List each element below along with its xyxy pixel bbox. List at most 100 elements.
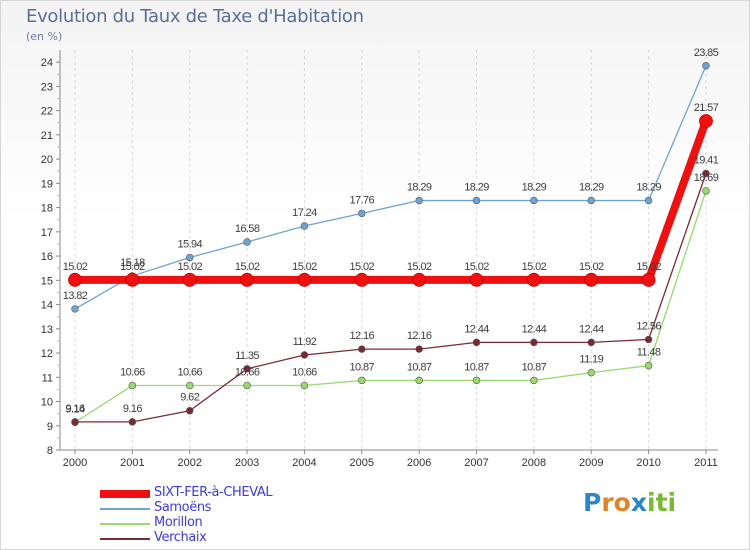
data-label: 10.87 [407, 361, 432, 373]
legend-label: SIXT-FER-à-CHEVAL [154, 485, 273, 500]
data-point [243, 365, 251, 373]
data-label: 15.02 [350, 261, 375, 273]
data-label: 12.16 [407, 330, 432, 342]
chart-title: Evolution du Taux de Taxe d'Habitation [26, 6, 364, 27]
x-tick-label-2003: 2003 [235, 457, 259, 469]
data-label: 17.24 [292, 207, 317, 219]
proxiti-logo: Proxiti [583, 488, 676, 517]
data-point [243, 238, 251, 246]
data-point [587, 368, 595, 377]
y-tick-label: 15 [41, 275, 53, 287]
legend-swatch [100, 490, 150, 498]
y-tick-label: 13 [41, 324, 53, 336]
data-label: 21.57 [694, 102, 719, 114]
data-label: 17.76 [350, 194, 375, 206]
data-point [472, 376, 481, 385]
data-label: 11.19 [579, 354, 603, 366]
logo-letter: i [667, 488, 677, 517]
logo-letter: o [613, 488, 631, 517]
data-point [415, 376, 423, 385]
legend-swatch [100, 538, 150, 540]
legend-label: Samoëns [154, 500, 212, 515]
y-tick-label: 16 [41, 251, 53, 263]
legend-label: Morillon [154, 515, 203, 530]
data-point [358, 345, 366, 353]
data-point [240, 272, 254, 287]
data-label: 15.02 [63, 261, 88, 273]
data-point [469, 272, 484, 287]
legend-swatch [100, 508, 150, 510]
data-point [243, 381, 251, 390]
data-label: 11.35 [235, 350, 259, 362]
data-point [358, 376, 366, 385]
data-point [68, 272, 82, 287]
data-label: 9.16 [65, 403, 84, 415]
y-tick-label: 24 [41, 57, 53, 69]
data-label: 10.87 [522, 361, 547, 373]
x-tick-label-2004: 2004 [292, 457, 316, 469]
logo-letter: t [655, 488, 668, 517]
logo-letter: x [630, 488, 647, 517]
x-tick-label-2005: 2005 [350, 457, 374, 469]
y-tick-label: 9 [47, 421, 53, 433]
data-label: 18.29 [522, 182, 547, 194]
data-point [125, 272, 140, 287]
data-point [584, 272, 599, 287]
data-point [702, 187, 710, 195]
y-tick-label: 17 [41, 227, 53, 239]
data-point [644, 196, 653, 205]
data-label: 15.02 [636, 261, 661, 273]
x-tick-label-2006: 2006 [407, 457, 431, 469]
data-label: 12.44 [579, 323, 604, 335]
data-label: 15.02 [292, 261, 317, 273]
data-point [699, 114, 713, 128]
data-point [526, 272, 541, 287]
chart-subtitle: (en %) [26, 30, 63, 43]
data-point [186, 381, 194, 390]
y-tick-label: 23 [41, 81, 53, 93]
data-point [702, 62, 710, 70]
data-point [71, 305, 79, 313]
data-label: 15.94 [177, 239, 202, 251]
logo-letter: i [647, 488, 656, 517]
data-point [297, 272, 312, 287]
data-point [300, 351, 309, 359]
x-tick-label-2011: 2011 [694, 457, 718, 469]
legend-swatch [100, 523, 150, 525]
data-label: 15.02 [464, 261, 489, 273]
data-point [71, 418, 79, 426]
data-point [530, 338, 538, 347]
logo-letter: P [583, 488, 602, 517]
data-label: 10.66 [177, 367, 202, 379]
y-tick-label: 20 [41, 154, 53, 166]
x-tick-label-2010: 2010 [636, 457, 660, 469]
series-line-samons [74, 65, 707, 310]
data-label: 9.62 [180, 392, 199, 404]
data-label: 15.02 [522, 261, 547, 273]
data-label: 16.58 [235, 223, 260, 235]
data-point [354, 272, 369, 287]
x-tick-label-2001: 2001 [120, 457, 144, 469]
y-tick-label: 18 [41, 203, 53, 215]
data-label: 23.85 [694, 47, 719, 59]
data-label: 12.44 [464, 323, 489, 335]
y-tick-label: 12 [41, 348, 53, 360]
data-label: 18.29 [636, 182, 661, 194]
data-label: 12.56 [636, 320, 661, 332]
data-label: 11.92 [293, 336, 317, 348]
data-label: 10.66 [235, 367, 260, 379]
data-point [641, 272, 656, 287]
y-tick-label: 10 [41, 397, 53, 409]
series-line-morillon [74, 190, 707, 424]
data-point [128, 418, 137, 426]
data-label: 10.87 [464, 361, 489, 373]
series-line-verchaix [74, 172, 707, 423]
data-label: 15.02 [235, 261, 260, 273]
y-tick-label: 21 [41, 130, 53, 142]
data-label: 19.41 [694, 154, 719, 166]
data-label: 18.29 [579, 182, 604, 194]
data-point [300, 222, 309, 230]
y-tick-label: 11 [42, 372, 53, 384]
